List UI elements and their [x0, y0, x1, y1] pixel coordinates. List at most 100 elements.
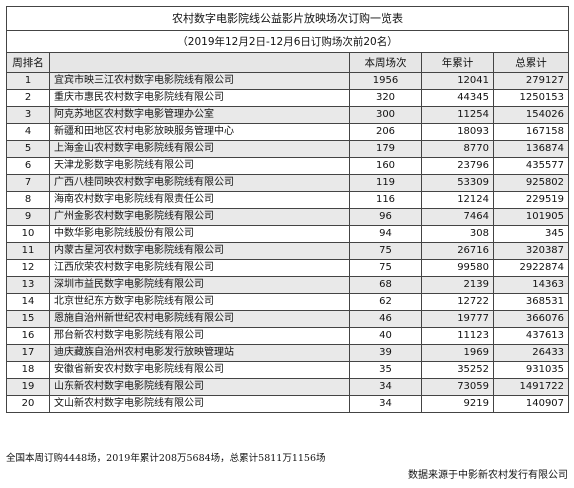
- total-cell: 140907: [492, 395, 570, 413]
- week-cell: 39: [349, 344, 422, 362]
- name-cell: 新疆和田地区农村电影放映服务管理中心: [49, 123, 350, 141]
- subtitle-row: （2019年12月2日-12月6日订购场次前20名）: [5, 30, 570, 53]
- year-cell: 8770: [421, 140, 494, 158]
- header-rank: 周排名: [6, 52, 50, 73]
- week-cell: 119: [349, 174, 422, 192]
- year-cell: 35252: [421, 361, 494, 379]
- total-cell: 435577: [492, 157, 570, 175]
- year-cell: 2139: [421, 276, 494, 294]
- rank-cell: 4: [6, 123, 50, 141]
- week-cell: 34: [349, 378, 422, 396]
- name-cell: 山东新农村数字电影院线有限公司: [49, 378, 350, 396]
- total-cell: 136874: [492, 140, 570, 158]
- name-cell: 江西欣荣农村数字电影院线有限公司: [49, 259, 350, 277]
- week-cell: 75: [349, 259, 422, 277]
- name-cell: 文山新农村数字电影院线有限公司: [49, 395, 350, 413]
- year-cell: 53309: [421, 174, 494, 192]
- name-cell: 阿克苏地区农村数字电影管理办公室: [49, 106, 350, 124]
- rank-cell: 14: [6, 293, 50, 311]
- year-cell: 12041: [421, 72, 494, 90]
- week-cell: 320: [349, 89, 422, 107]
- total-cell: 279127: [492, 72, 570, 90]
- table-row: 19 山东新农村数字电影院线有限公司 34 73059 1491722: [6, 378, 570, 396]
- total-cell: 1491722: [492, 378, 570, 396]
- ranking-sheet: 农村数字电影院线公益影片放映场次订购一览表 （2019年12月2日-12月6日订…: [5, 6, 570, 413]
- rank-cell: 11: [6, 242, 50, 260]
- total-cell: 154026: [492, 106, 570, 124]
- rank-cell: 15: [6, 310, 50, 328]
- table-row: 11 内蒙古星河农村数字电影院线有限公司 75 26716 320387: [6, 242, 570, 260]
- rank-cell: 16: [6, 327, 50, 345]
- header-name: [49, 52, 350, 73]
- name-cell: 安徽省新安农村数字电影院线有限公司: [49, 361, 350, 379]
- rank-cell: 7: [6, 174, 50, 192]
- week-cell: 94: [349, 225, 422, 243]
- table-row: 5 上海金山农村数字电影院线有限公司 179 8770 136874: [6, 140, 570, 158]
- table-row: 15 恩施自治州新世纪农村电影院线有限公司 46 19777 366076: [6, 310, 570, 328]
- table-row: 20 文山新农村数字电影院线有限公司 34 9219 140907: [6, 395, 570, 413]
- header-year: 年累计: [421, 52, 494, 73]
- week-cell: 179: [349, 140, 422, 158]
- data-source: 数据来源于中影新农村发行有限公司: [408, 470, 568, 481]
- total-cell: 1250153: [492, 89, 570, 107]
- week-cell: 68: [349, 276, 422, 294]
- year-cell: 9219: [421, 395, 494, 413]
- table-row: 13 深圳市益民数字电影院线有限公司 68 2139 14363: [6, 276, 570, 294]
- table-row: 8 海南农村数字电影院线有限责任公司 116 12124 229519: [6, 191, 570, 209]
- table-row: 14 北京世纪东方数字电影院线有限公司 62 12722 368531: [6, 293, 570, 311]
- table-row: 1 宜宾市映三江农村数字电影院线有限公司 1956 12041 279127: [6, 72, 570, 90]
- name-cell: 北京世纪东方数字电影院线有限公司: [49, 293, 350, 311]
- week-cell: 46: [349, 310, 422, 328]
- week-cell: 1956: [349, 72, 422, 90]
- total-cell: 26433: [492, 344, 570, 362]
- name-cell: 广西八桂同映农村数字电影院线有限公司: [49, 174, 350, 192]
- total-cell: 437613: [492, 327, 570, 345]
- table-row: 16 邢台新农村数字电影院线有限公司 40 11123 437613: [6, 327, 570, 345]
- rank-cell: 3: [6, 106, 50, 124]
- week-cell: 40: [349, 327, 422, 345]
- year-cell: 99580: [421, 259, 494, 277]
- year-cell: 73059: [421, 378, 494, 396]
- rank-cell: 9: [6, 208, 50, 226]
- name-cell: 深圳市益民数字电影院线有限公司: [49, 276, 350, 294]
- name-cell: 广州金影农村数字电影院线有限公司: [49, 208, 350, 226]
- week-cell: 62: [349, 293, 422, 311]
- year-cell: 11123: [421, 327, 494, 345]
- table-row: 7 广西八桂同映农村数字电影院线有限公司 119 53309 925802: [6, 174, 570, 192]
- rank-cell: 10: [6, 225, 50, 243]
- table-row: 18 安徽省新安农村数字电影院线有限公司 35 35252 931035: [6, 361, 570, 379]
- total-cell: 345: [492, 225, 570, 243]
- week-cell: 160: [349, 157, 422, 175]
- ranking-table: 农村数字电影院线公益影片放映场次订购一览表 （2019年12月2日-12月6日订…: [5, 6, 570, 413]
- week-cell: 300: [349, 106, 422, 124]
- year-cell: 308: [421, 225, 494, 243]
- week-cell: 96: [349, 208, 422, 226]
- week-cell: 116: [349, 191, 422, 209]
- table-row: 10 中数华影电影院线股份有限公司 94 308 345: [6, 225, 570, 243]
- table-row: 3 阿克苏地区农村数字电影管理办公室 300 11254 154026: [6, 106, 570, 124]
- week-cell: 75: [349, 242, 422, 260]
- total-cell: 368531: [492, 293, 570, 311]
- total-cell: 2922874: [492, 259, 570, 277]
- rank-cell: 18: [6, 361, 50, 379]
- year-cell: 18093: [421, 123, 494, 141]
- rank-cell: 1: [6, 72, 50, 90]
- rank-cell: 17: [6, 344, 50, 362]
- total-cell: 167158: [492, 123, 570, 141]
- name-cell: 海南农村数字电影院线有限责任公司: [49, 191, 350, 209]
- year-cell: 44345: [421, 89, 494, 107]
- total-cell: 320387: [492, 242, 570, 260]
- year-cell: 7464: [421, 208, 494, 226]
- year-cell: 26716: [421, 242, 494, 260]
- table-row: 4 新疆和田地区农村电影放映服务管理中心 206 18093 167158: [6, 123, 570, 141]
- total-cell: 925802: [492, 174, 570, 192]
- name-cell: 中数华影电影院线股份有限公司: [49, 225, 350, 243]
- year-cell: 12722: [421, 293, 494, 311]
- table-row: 12 江西欣荣农村数字电影院线有限公司 75 99580 2922874: [6, 259, 570, 277]
- table-row: 17 迪庆藏族自治州农村电影发行放映管理站 39 1969 26433: [6, 344, 570, 362]
- week-cell: 34: [349, 395, 422, 413]
- year-cell: 11254: [421, 106, 494, 124]
- table-subtitle: （2019年12月2日-12月6日订购场次前20名）: [5, 30, 570, 53]
- name-cell: 邢台新农村数字电影院线有限公司: [49, 327, 350, 345]
- name-cell: 宜宾市映三江农村数字电影院线有限公司: [49, 72, 350, 90]
